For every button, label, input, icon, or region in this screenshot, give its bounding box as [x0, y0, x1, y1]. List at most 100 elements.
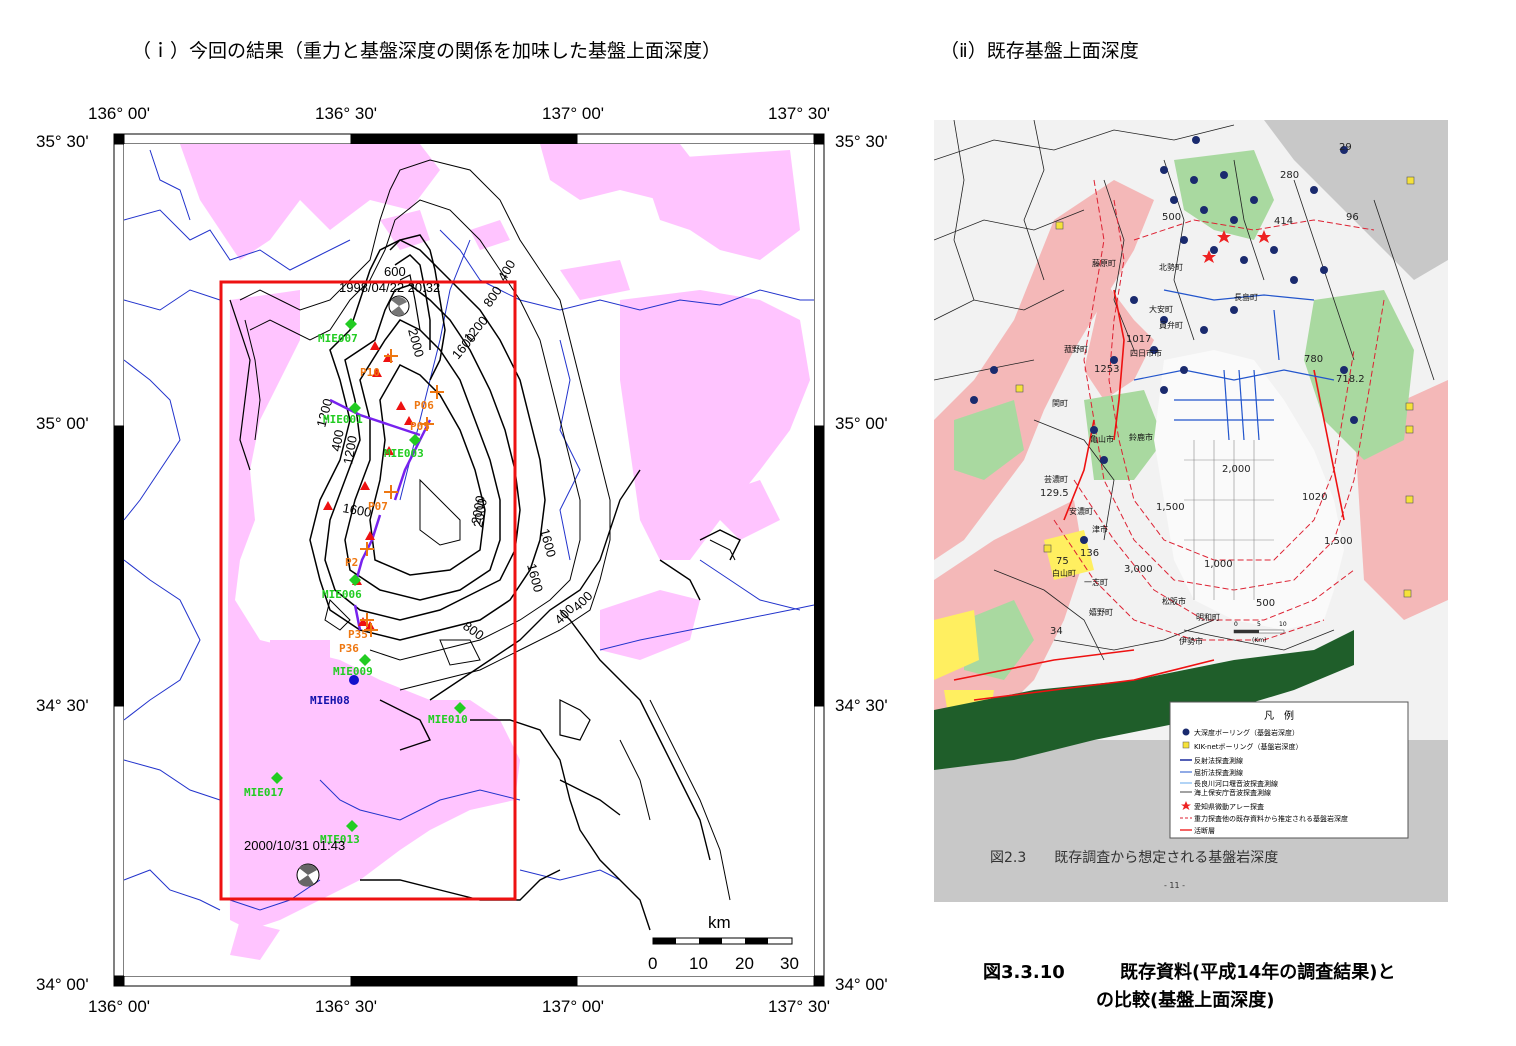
place-name: 大安町	[1149, 304, 1173, 314]
left-lat-label: 34° 00'	[36, 975, 89, 994]
right-lat-label: 34° 30'	[835, 696, 888, 715]
map-number: 3,000	[1124, 564, 1153, 575]
map-number: 1,500	[1156, 502, 1185, 513]
figure-number: 図3.3.10	[983, 962, 1065, 983]
contour-label: 2000	[405, 327, 427, 359]
map-number: 29	[1339, 142, 1352, 153]
map-number: 500	[1256, 598, 1275, 609]
kiknet-squares	[1015, 176, 1415, 598]
place-name: 芸濃町	[1044, 474, 1068, 484]
point-label: P05	[410, 420, 430, 433]
station-label: MIE007	[318, 332, 358, 345]
contour-label: 1600	[524, 562, 546, 594]
place-name: 伊勢市	[1179, 636, 1203, 646]
legend-item: 愛知県微動アレー探査	[1194, 802, 1264, 811]
green-geology	[954, 150, 1414, 680]
focal-mechanism-1	[388, 295, 410, 317]
study-area-box	[219, 280, 517, 901]
left-panel-title: （ｉ）今回の結果（重力と基盤深度の関係を加味した基盤上面深度）	[132, 40, 722, 62]
map-number: 500	[1162, 212, 1181, 223]
right-lat-label: 35° 00'	[835, 414, 888, 433]
contour-label: 1600	[341, 500, 372, 520]
scan-scale-bar: 0 5 10 (Km)	[1233, 621, 1287, 644]
place-name: 鈴鹿市	[1129, 432, 1153, 442]
place-name: 嬉野町	[1089, 607, 1113, 617]
map-number: 1253	[1094, 364, 1119, 375]
station-labels: MIE007 MIE001 MIE003 MIE006 MIE009 MIE01…	[244, 332, 468, 846]
left-map: 600 400 800 1200 1600 2000 2000 1200 400…	[113, 133, 825, 987]
event-label: 2000/10/31 01:43	[244, 838, 345, 853]
borehole-dots	[970, 136, 1358, 544]
map-number: 96	[1346, 212, 1359, 223]
depth-contours	[229, 159, 736, 901]
point-label: P06	[414, 399, 434, 412]
station-label: MIE009	[333, 665, 373, 678]
legend-item: 活断層	[1194, 826, 1215, 835]
place-name: 白山町	[1052, 568, 1076, 578]
top-lon-label: 136° 30'	[315, 104, 378, 123]
orange-crosses	[360, 349, 444, 637]
caption-line-2: の比較(基盤上面深度)	[1096, 990, 1275, 1011]
scale-tick: 30	[780, 954, 799, 973]
point-label: P10	[360, 366, 380, 379]
legend-title: 凡 例	[1264, 709, 1294, 722]
left-lat-label: 35° 00'	[36, 414, 89, 433]
map-number: 780	[1304, 354, 1323, 365]
legend-item: 反射法探査測線	[1194, 756, 1243, 765]
scan-scale-tick: 0	[1234, 621, 1238, 628]
station-label: MIEH08	[310, 694, 350, 707]
contour-label: 400	[328, 429, 347, 453]
scan-scale-unit: (Km)	[1252, 637, 1266, 644]
map-number: 280	[1280, 170, 1299, 181]
contour-label: 1600	[537, 527, 559, 559]
legend-item: KIK-netボーリング（基盤岩深度）	[1194, 742, 1303, 751]
bottom-lon-label: 137° 00'	[542, 997, 605, 1016]
scan-figure-caption: 図2.3 既存調査から想定される基盤岩深度	[990, 849, 1278, 866]
right-lat-label: 34° 00'	[835, 975, 888, 994]
left-lat-label: 35° 30'	[36, 132, 89, 151]
station-label: MIE010	[428, 713, 468, 726]
place-name: 菰野町	[1064, 344, 1088, 354]
pink-geology	[180, 144, 810, 960]
right-panel-title: （ⅱ）既存基盤上面深度	[940, 40, 1139, 62]
contour-label: 2000	[468, 494, 488, 525]
right-map-scan: 29 280 96 414 500 1017 1253 718.2 780 2,…	[934, 120, 1448, 902]
bottom-lon-label: 136° 00'	[88, 997, 151, 1016]
station-label: MIE006	[322, 588, 362, 601]
top-lon-label: 136° 00'	[88, 104, 151, 123]
place-name: 一志町	[1084, 577, 1108, 587]
map-number: 34	[1050, 626, 1063, 637]
contour-label: 600	[384, 264, 406, 279]
blue-survey-lines	[1133, 289, 1335, 441]
map-number: 1,000	[1204, 559, 1233, 570]
left-lat-label: 34° 30'	[36, 696, 89, 715]
place-name: 員弁町	[1159, 320, 1183, 330]
map-number: 1017	[1126, 334, 1151, 345]
event-label: 1998/04/22 20:32	[339, 280, 440, 295]
map-number: 414	[1274, 216, 1293, 227]
place-name: 亀山市	[1090, 434, 1114, 444]
map-number: 129.5	[1040, 488, 1069, 499]
bottom-lon-label: 137° 30'	[768, 997, 831, 1016]
place-name: 津市	[1092, 524, 1108, 534]
station-label: MIE001	[323, 413, 363, 426]
legend-item: 重力探査他の既存資料から推定される基盤岩深度	[1194, 814, 1348, 823]
contour-label: 1200	[313, 397, 335, 429]
dark-green-band	[934, 630, 1354, 770]
place-name: 関町	[1052, 399, 1068, 408]
scan-scale-tick: 5	[1257, 621, 1261, 628]
green-stations	[271, 318, 466, 832]
point-label: P35	[348, 628, 368, 641]
bay-grid	[1184, 440, 1274, 600]
place-name: 四日市市	[1130, 348, 1162, 358]
point-label: P2	[345, 556, 358, 569]
array-stars	[1202, 230, 1271, 263]
place-name: 藤原町	[1092, 258, 1116, 268]
caption-line-1: 既存資料(平成14年の調査結果)と	[1120, 962, 1396, 983]
blue-station-dot	[349, 675, 359, 685]
red-faults	[953, 289, 1345, 701]
legend-item: 大深度ボーリング（基盤岩深度）	[1194, 728, 1299, 737]
map-number: 1,500	[1324, 536, 1353, 547]
top-lon-label: 137° 30'	[768, 104, 831, 123]
map-number: 75	[1056, 556, 1069, 567]
